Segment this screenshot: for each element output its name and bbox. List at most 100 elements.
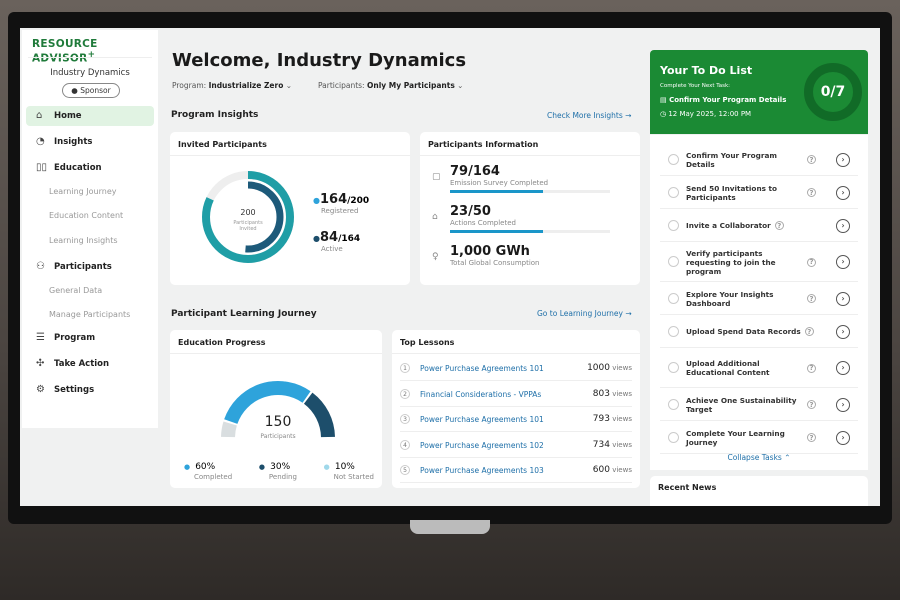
rank: 4 (400, 439, 410, 450)
task-label: Invite a Collaborator (686, 221, 771, 230)
todo-item[interactable]: Send 50 Invitations to Participants? › (660, 176, 858, 209)
home-icon: ⌂ (36, 110, 43, 121)
checkbox[interactable] (668, 186, 679, 198)
chevron-right-icon[interactable]: › (836, 361, 850, 375)
chevron-right-icon[interactable]: › (836, 218, 850, 233)
lesson-name[interactable]: Power Purchase Agreements 101 (420, 415, 544, 424)
sidebar-item-participants[interactable]: ⚇ Participants (26, 257, 154, 277)
lesson-name[interactable]: Power Purchase Agreements 102 (420, 440, 544, 450)
help-icon[interactable]: ? (807, 433, 816, 442)
todo-item[interactable]: Confirm Your Program Details? › (660, 143, 858, 176)
label: Program (54, 333, 96, 343)
invited-participants-card: Invited Participants 200 Participants In… (170, 132, 410, 285)
help-icon[interactable]: ? (807, 400, 816, 409)
sidebar-item-insights[interactable]: ◔ Insights (26, 132, 154, 152)
todo-item[interactable]: Complete Your Learning Journey? › (660, 421, 858, 454)
lesson-row[interactable]: 1 Power Purchase Agreements 101 1000 views (400, 356, 632, 381)
checkbox[interactable] (668, 362, 679, 373)
todo-item[interactable]: Invite a Collaborator? › (660, 209, 858, 242)
checkbox[interactable] (668, 153, 679, 165)
label: Actions Completed (450, 219, 516, 227)
lesson-row[interactable]: 5 Power Purchase Agreements 103 600 views (400, 458, 632, 483)
help-icon[interactable]: ? (804, 327, 814, 336)
lesson-name[interactable]: Power Purchase Agreements 101 (420, 364, 544, 373)
chevron-down-icon: ⌄ (285, 81, 293, 90)
value: 60% (195, 462, 216, 472)
chevron-right-icon[interactable]: › (836, 185, 850, 200)
education-gauge: 150 Participants (221, 381, 335, 440)
todo-item[interactable]: Achieve One Sustainability Target? › (660, 388, 858, 421)
value: 1,000 GWh (450, 244, 530, 259)
help-icon[interactable]: ? (807, 363, 816, 373)
checkbox[interactable] (668, 256, 679, 267)
sidebar-item-learning-insights[interactable]: Learning Insights (49, 236, 118, 245)
check-more-insights-link[interactable]: Check More Insights → (547, 111, 631, 120)
screen: RESOURCE ADVISOR+ Industry Dynamics ● Sp… (20, 28, 880, 506)
task-label: Explore Your Insights Dashboard (686, 289, 774, 308)
collapse-tasks-button[interactable]: Collapse Tasks ⌃ (650, 453, 868, 462)
lesson-row[interactable]: 4 Power Purchase Agreements 102 734 views (400, 433, 632, 458)
value: 10% (334, 462, 355, 472)
sidebar-item-settings[interactable]: ⚙ Settings (26, 380, 154, 400)
checkbox[interactable] (668, 325, 679, 337)
sidebar-item-general-data[interactable]: General Data (49, 286, 103, 295)
chevron-right-icon[interactable]: › (836, 397, 850, 412)
lesson-name[interactable]: Financial Considerations - VPPAs (420, 389, 542, 399)
clock-icon: ◷ (660, 110, 667, 118)
recent-news-card: Recent News (650, 476, 868, 506)
help-icon[interactable]: ? (807, 188, 816, 197)
views-label: views (612, 389, 632, 398)
participants-select[interactable]: Participants: Only My Participants ⌄ (318, 81, 463, 90)
chevron-up-icon: ⌃ (784, 453, 791, 462)
sidebar-item-take-action[interactable]: ✣ Take Action (26, 354, 154, 374)
gear-icon: ⚙ (36, 384, 45, 395)
top-lessons-card: Top Lessons 1 Power Purchase Agreements 1… (392, 330, 640, 488)
help-icon[interactable]: ? (807, 294, 816, 303)
lesson-row[interactable]: 2 Financial Considerations - VPPAs 803 vie… (400, 382, 632, 407)
link-text: Check More Insights (547, 111, 623, 120)
legend-dot: ● (313, 234, 320, 243)
chevron-right-icon[interactable]: › (836, 324, 850, 339)
lesson-row[interactable]: 3 Power Purchase Agreements 101 793 views (400, 407, 632, 432)
program-select[interactable]: Program: Industrialize Zero ⌄ (172, 81, 292, 90)
checkbox[interactable] (668, 219, 679, 231)
next-task-link[interactable]: ▤ Confirm Your Program Details (660, 96, 786, 104)
logo[interactable]: RESOURCE ADVISOR+ (32, 38, 158, 65)
sidebar-item-program[interactable]: ☰ Program (26, 328, 154, 348)
help-icon[interactable]: ? (807, 257, 816, 267)
sidebar-item-education[interactable]: ▯▯ Education (26, 158, 154, 178)
todo-item[interactable]: Upload Additional Educational Content? › (660, 348, 858, 388)
todo-item[interactable]: Upload Spend Data Records? › (660, 315, 858, 348)
sidebar-item-home[interactable]: ⌂ Home (26, 106, 154, 126)
label: Settings (54, 385, 95, 395)
help-icon[interactable]: ? (807, 155, 816, 164)
lesson-name[interactable]: Power Purchase Agreements 103 (420, 466, 544, 475)
legend-completed: ● 60% Completed (184, 462, 233, 481)
todo-item[interactable]: Explore Your Insights Dashboard? › (660, 282, 858, 315)
center-label: Participants (260, 433, 295, 440)
divider (28, 57, 152, 58)
chevron-right-icon[interactable]: › (836, 430, 850, 445)
views: 793 views (593, 414, 632, 424)
center-label: Participants (233, 220, 263, 226)
chevron-right-icon[interactable]: › (836, 291, 850, 306)
chevron-right-icon[interactable]: › (836, 255, 850, 269)
role-badge[interactable]: ● Sponsor (62, 83, 120, 98)
help-icon[interactable]: ? (774, 221, 784, 230)
sidebar-item-learning-journey[interactable]: Learning Journey (49, 187, 117, 196)
center-label: Invited (239, 226, 256, 232)
todo-item[interactable]: Verify participants requesting to join t… (660, 242, 858, 282)
todo-title: Your To Do List (660, 64, 753, 77)
book-icon: ▯▯ (36, 162, 48, 173)
sidebar-item-manage-participants[interactable]: Manage Participants (49, 310, 131, 319)
gauge-segment-not-started (221, 421, 237, 438)
emission-survey-stat: 79/164 Emission Survey Completed (450, 164, 610, 193)
chevron-right-icon[interactable]: › (836, 152, 850, 167)
view-count: 803 (592, 388, 610, 399)
go-to-learning-journey-link[interactable]: Go to Learning Journey → (537, 309, 632, 318)
clipboard-icon: ▤ (660, 96, 667, 104)
sidebar-item-education-content[interactable]: Education Content (49, 211, 124, 220)
checkbox[interactable] (668, 431, 679, 443)
checkbox[interactable] (668, 398, 679, 410)
checkbox[interactable] (668, 292, 679, 304)
